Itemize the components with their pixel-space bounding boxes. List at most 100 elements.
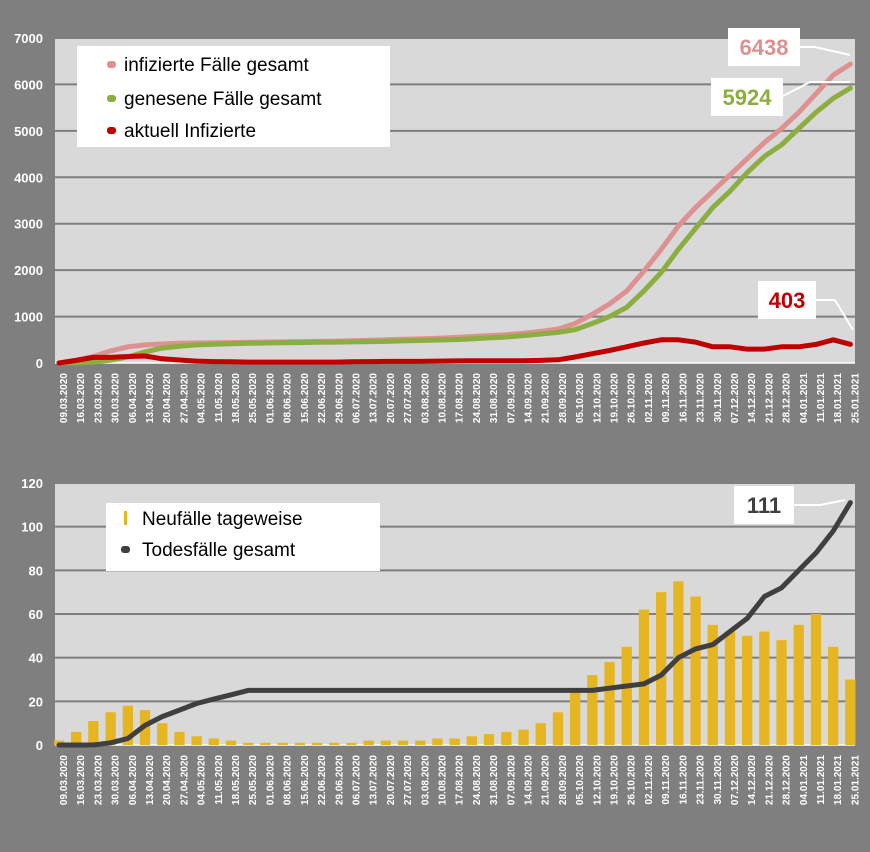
x-tick-label: 04.01.2021 (799, 755, 810, 805)
x-tick-label: 29.06.2020 (334, 373, 345, 423)
x-tick-label: 14.09.2020 (524, 755, 535, 805)
daily-bar (673, 581, 684, 746)
daily-bar (656, 592, 667, 745)
x-tick-label: 21.09.2020 (541, 755, 552, 805)
x-tick-label: 06.04.2020 (128, 373, 139, 423)
x-tick-label: 09.03.2020 (59, 755, 70, 805)
daily-bar (449, 738, 460, 745)
y-tick-label: 80 (29, 563, 43, 578)
x-tick-label: 18.05.2020 (231, 373, 242, 423)
daily-bar (828, 646, 839, 746)
daily-bar (157, 723, 168, 745)
x-tick-label: 07.12.2020 (730, 755, 741, 805)
y-tick-label: 40 (29, 651, 43, 666)
daily-bar (570, 690, 581, 745)
daily-bar (845, 679, 856, 745)
daily-bar (346, 742, 357, 745)
x-tick-label: 11.01.2021 (816, 755, 827, 805)
chart1-callouts: 6438 5924 403 (711, 28, 854, 331)
callout-box-active (758, 281, 816, 319)
callout-value-deaths: 111 (747, 493, 781, 518)
x-tick-label: 25.01.2021 (850, 755, 861, 805)
x-tick-label: 21.09.2020 (541, 373, 552, 423)
daily-bar (294, 742, 305, 745)
x-tick-label: 27.07.2020 (403, 755, 414, 805)
x-tick-label: 09.11.2020 (661, 755, 672, 805)
callout-leader-infected (800, 46, 851, 56)
x-tick-label: 30.03.2020 (111, 373, 122, 423)
daily-bar (552, 712, 564, 746)
x-tick-label: 16.11.2020 (678, 755, 689, 805)
x-tick-label: 27.04.2020 (179, 373, 190, 423)
x-tick-label: 25.01.2021 (850, 373, 861, 423)
chart2-y-ticks: 0 20 40 60 80 100 120 (21, 476, 43, 753)
daily-bar (380, 740, 391, 745)
x-tick-label: 13.04.2020 (145, 755, 156, 805)
daily-bar (776, 640, 787, 745)
x-tick-label: 03.08.2020 (420, 755, 431, 805)
x-tick-label: 04.01.2021 (799, 373, 810, 423)
x-tick-label: 12.10.2020 (592, 373, 603, 423)
chart2-legend-box (106, 503, 380, 571)
y-tick-label: 1000 (14, 310, 43, 325)
legend-marker-active (107, 127, 116, 134)
daily-bar (105, 712, 116, 746)
x-tick-label: 11.05.2020 (214, 755, 225, 805)
y-tick-label: 7000 (14, 31, 43, 46)
x-tick-label: 22.06.2020 (317, 373, 328, 423)
callout-box-deaths (734, 486, 794, 524)
legend-marker-daily (124, 511, 127, 525)
x-tick-label: 30.11.2020 (713, 373, 724, 423)
daily-bar (759, 631, 770, 745)
legend-label-recovered: genesene Fälle gesamt (124, 89, 322, 110)
x-tick-label: 30.11.2020 (713, 755, 724, 805)
y-tick-label: 3000 (14, 217, 43, 232)
x-tick-label: 07.12.2020 (730, 373, 741, 423)
daily-bar (621, 646, 632, 746)
daily-bar (501, 731, 512, 745)
x-tick-label: 23.03.2020 (93, 755, 104, 805)
x-tick-label: 05.10.2020 (575, 755, 586, 805)
legend-label-deaths: Todesfälle gesamt (142, 540, 296, 561)
series-line-active (56, 337, 853, 366)
callout-leader-deaths (794, 499, 846, 506)
x-tick-label: 20.07.2020 (386, 755, 397, 805)
x-tick-label: 04.05.2020 (197, 373, 208, 423)
x-tick-label: 14.09.2020 (524, 373, 535, 423)
daily-bar (742, 635, 753, 745)
legend-label-active: aktuell Infizierte (124, 121, 256, 142)
x-tick-label: 31.08.2020 (489, 755, 500, 805)
daily-bar (415, 740, 426, 745)
legend-marker-recovered (107, 95, 116, 102)
callout-leader-recovered (782, 81, 850, 97)
x-tick-label: 24.08.2020 (472, 755, 483, 805)
y-tick-label: 60 (29, 607, 43, 622)
chart2-x-ticks: 09.03.2020 16.03.2020 23.03.2020 30.03.2020… (59, 755, 861, 805)
x-tick-label: 20.04.2020 (162, 373, 173, 423)
x-tick-label: 23.11.2020 (696, 755, 707, 805)
x-tick-label: 17.08.2020 (455, 373, 466, 423)
daily-bar (243, 742, 254, 745)
daily-bar (707, 624, 718, 745)
y-tick-label: 5000 (14, 124, 43, 139)
legend-label-daily: Neufälle tageweise (142, 509, 303, 530)
y-tick-label: 100 (21, 520, 43, 535)
x-tick-label: 27.04.2020 (179, 755, 190, 805)
x-tick-label: 24.08.2020 (472, 373, 483, 423)
chart1-y-ticks: 0 1000 2000 3000 4000 5000 6000 7000 (14, 31, 43, 371)
x-tick-label: 02.11.2020 (644, 373, 655, 423)
x-tick-label: 06.07.2020 (351, 755, 362, 805)
chart-2: 0 20 40 60 80 100 120 09.03.2020 16.03.2020 23.0… (21, 476, 861, 805)
daily-bar (397, 740, 409, 745)
daily-bar (604, 662, 615, 745)
y-tick-label: 6000 (14, 77, 43, 92)
x-tick-label: 16.03.2020 (76, 373, 87, 423)
x-tick-label: 17.08.2020 (455, 755, 466, 805)
x-tick-label: 25.05.2020 (248, 755, 259, 805)
x-tick-label: 15.06.2020 (300, 373, 311, 423)
daily-bar (810, 614, 822, 745)
daily-bar (724, 631, 736, 745)
x-tick-label: 10.08.2020 (437, 373, 448, 423)
daily-bar (260, 742, 271, 745)
